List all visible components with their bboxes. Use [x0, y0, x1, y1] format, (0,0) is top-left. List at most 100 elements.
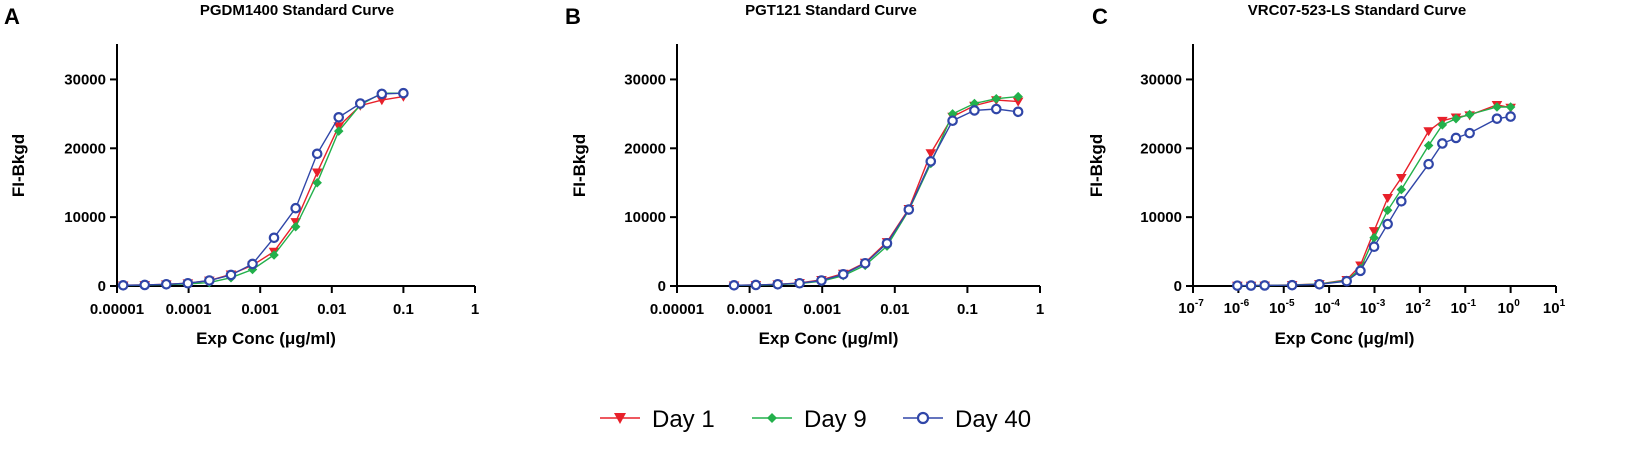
data-point	[1437, 138, 1448, 149]
y-tick-label: 30000	[1140, 71, 1182, 88]
data-point	[182, 277, 194, 289]
data-point	[225, 269, 237, 281]
chart-title: PGT121 Standard Curve	[745, 2, 917, 19]
data-point	[333, 112, 345, 123]
data-point	[1341, 275, 1353, 287]
data-point	[816, 275, 827, 286]
data-point	[1451, 113, 1461, 124]
x-tick-label: 10-1	[1450, 298, 1476, 317]
data-point	[1232, 280, 1243, 291]
legend-marker	[916, 411, 930, 425]
y-tick-label: 20000	[1140, 140, 1182, 157]
x-tick-label: 100	[1498, 298, 1521, 317]
data-point	[1505, 111, 1516, 122]
data-point	[750, 279, 762, 291]
data-point	[969, 105, 980, 116]
data-point	[1382, 194, 1393, 204]
data-point	[290, 202, 301, 214]
series-day-40	[1232, 111, 1516, 291]
data-point	[1464, 127, 1475, 139]
data-point	[333, 126, 344, 136]
series-day-9	[118, 88, 409, 291]
x-tick-label: 0.001	[803, 301, 841, 318]
data-point	[1437, 120, 1448, 130]
y-axis-label: FI-Bkgd	[9, 134, 28, 197]
x-tick-label: 0.01	[317, 301, 346, 318]
data-point	[269, 250, 279, 260]
x-axis-label: Exp Conc (μg/ml)	[1275, 329, 1415, 348]
data-point	[881, 238, 893, 249]
x-tick-label: 10-2	[1405, 298, 1431, 317]
data-point	[1355, 265, 1366, 277]
data-point	[1286, 279, 1298, 291]
data-point	[728, 280, 740, 291]
data-point	[268, 232, 280, 244]
data-point	[1245, 280, 1257, 291]
data-point	[772, 278, 784, 290]
legend-marker	[614, 413, 626, 424]
data-point	[311, 148, 323, 160]
data-point	[925, 156, 937, 167]
x-tick-label: 0.00001	[90, 301, 144, 318]
data-point	[1396, 196, 1407, 207]
series-day-1	[728, 96, 1024, 291]
x-tick-label: 1	[1036, 301, 1044, 318]
data-point	[1314, 278, 1325, 290]
y-tick-label: 10000	[64, 209, 106, 226]
x-axis-label: Exp Conc (μg/ml)	[759, 329, 899, 348]
y-tick-label: 10000	[1140, 209, 1182, 226]
data-point	[311, 168, 323, 178]
x-tick-label: 10-6	[1224, 298, 1250, 317]
data-point	[1450, 132, 1462, 144]
panel-a-chart: A PGDM1400 Standard Curve FI-Bkgd Exp Conc …	[4, 2, 479, 348]
data-point	[1423, 127, 1434, 137]
data-point	[1396, 184, 1407, 195]
panel-letter: A	[4, 4, 20, 29]
data-point	[1382, 205, 1393, 216]
data-point	[1423, 140, 1434, 151]
panel-b-chart: B PGT121 Standard Curve FI-Bkgd Exp Conc (μ…	[565, 2, 1044, 348]
x-tick-label: 0.01	[880, 301, 909, 318]
series-day-40	[728, 103, 1024, 291]
y-axis-label: FI-Bkgd	[1087, 134, 1106, 197]
data-point	[1259, 280, 1270, 291]
data-point	[947, 115, 958, 127]
legend-item-day-40: Day 40	[903, 406, 1031, 433]
data-point	[1423, 158, 1434, 170]
data-point	[1396, 174, 1407, 184]
chart-title: VRC07-523-LS Standard Curve	[1248, 2, 1466, 19]
data-point	[991, 93, 1002, 104]
y-tick-label: 0	[98, 278, 106, 295]
data-point	[204, 275, 215, 286]
data-point	[1013, 91, 1023, 102]
y-tick-label: 30000	[64, 71, 106, 88]
data-point	[990, 103, 1002, 115]
legend-label: Day 40	[955, 406, 1031, 433]
series-line	[123, 92, 404, 286]
data-point	[160, 278, 172, 290]
panel-letter: B	[565, 4, 581, 29]
chart-title: PGDM1400 Standard Curve	[200, 2, 394, 19]
x-axis-label: Exp Conc (μg/ml)	[196, 329, 336, 348]
data-point	[859, 257, 871, 269]
data-point	[1012, 106, 1024, 118]
y-tick-label: 0	[1174, 278, 1182, 295]
data-point	[1492, 102, 1502, 112]
data-point	[794, 277, 805, 289]
data-point	[376, 88, 388, 100]
data-point	[1491, 113, 1503, 124]
series-line	[1237, 115, 1511, 287]
x-tick-label: 0.1	[957, 301, 978, 318]
x-tick-label: 101	[1543, 298, 1566, 317]
series-day-9	[729, 91, 1023, 291]
data-point	[925, 149, 937, 159]
y-axis-label: FI-Bkgd	[570, 134, 589, 197]
data-point	[312, 177, 322, 188]
data-point	[247, 258, 258, 270]
data-point	[139, 279, 151, 291]
x-tick-label: 0.1	[393, 301, 414, 318]
series-line	[123, 95, 404, 286]
data-point	[837, 268, 849, 280]
x-tick-label: 0.00001	[650, 301, 704, 318]
